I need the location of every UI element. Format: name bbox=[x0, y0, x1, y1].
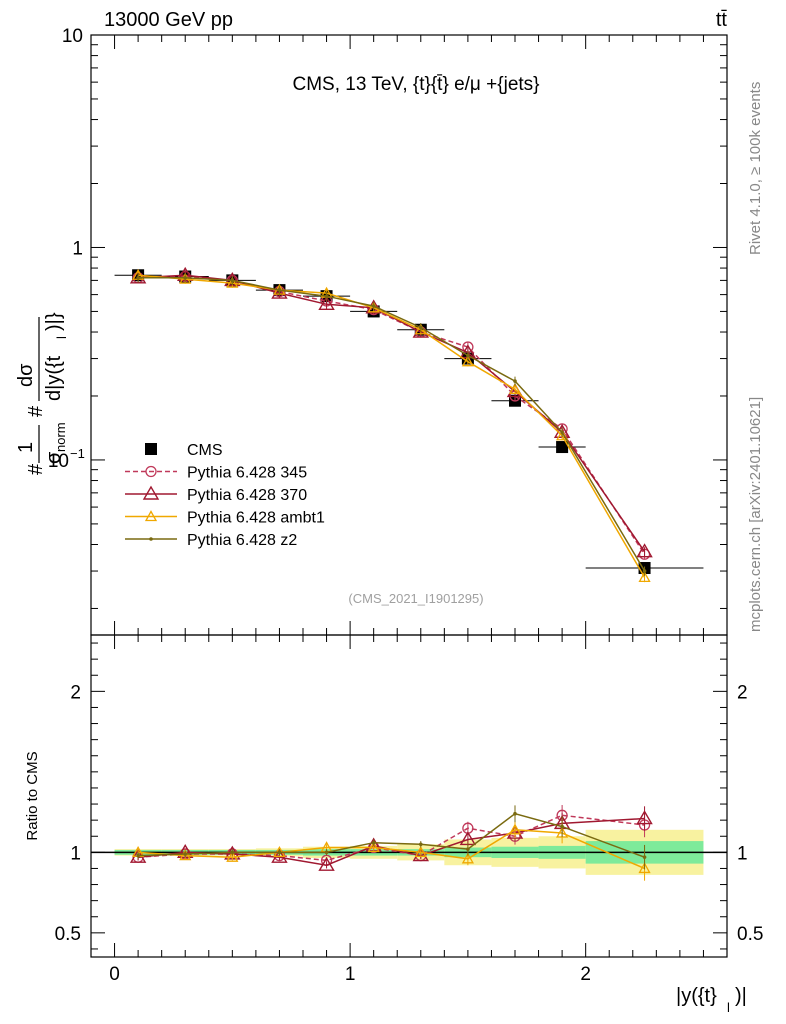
x-tick-label: 2 bbox=[580, 964, 591, 985]
ratio-y-tick-label: 1 bbox=[70, 843, 81, 864]
ratio-point bbox=[418, 842, 423, 847]
ratio-y-tick-label-right: 2 bbox=[737, 682, 748, 703]
legend-label: Pythia 6.428 370 bbox=[187, 487, 307, 504]
chart-title: CMS, 13 TeV, {t}{t̄} e/μ +{jets} bbox=[292, 74, 539, 95]
ratio-point bbox=[183, 852, 188, 856]
y-label-sub-l: l bbox=[54, 336, 69, 339]
ratio-point bbox=[636, 810, 653, 825]
ratio-point bbox=[638, 862, 651, 874]
ratio-point bbox=[367, 841, 380, 853]
series-pythia-6-428-z2 bbox=[136, 273, 647, 576]
x-tick-label: 1 bbox=[345, 964, 356, 985]
x-label-main: |y({t} bbox=[676, 985, 717, 1007]
ratio-point bbox=[179, 849, 192, 861]
data-point bbox=[513, 379, 517, 383]
ratio-y-tick-label: 2 bbox=[70, 682, 81, 703]
data-point bbox=[277, 288, 282, 292]
data-point bbox=[556, 441, 569, 454]
data-point bbox=[418, 325, 423, 330]
rivet-version-label: Rivet 4.1.0, ≥ 100k events bbox=[747, 82, 764, 255]
ratio-y-tick-label-right: 0.5 bbox=[737, 924, 763, 945]
ratio-point bbox=[466, 847, 470, 851]
ratio-point bbox=[508, 823, 522, 835]
legend-marker bbox=[142, 485, 160, 500]
x-label-sub: l bbox=[727, 1000, 730, 1015]
legend-label: Pythia 6.428 345 bbox=[187, 465, 307, 482]
y-label-norm: norm bbox=[53, 422, 68, 452]
ratio-point bbox=[230, 850, 235, 855]
main-panel: CMS, 13 TeV, {t}{t̄} e/μ +{jets} (CMS_20… bbox=[48, 26, 728, 636]
ratio-point bbox=[642, 855, 647, 859]
data-point bbox=[636, 543, 653, 558]
y-tick-exponent: −1 bbox=[70, 446, 85, 461]
ratio-point bbox=[560, 824, 564, 829]
series-line bbox=[138, 277, 646, 572]
legend-label: Pythia 6.428 ambt1 bbox=[187, 510, 325, 527]
ratio-panel: 0.5 0.5 1 1 2 2 0 1 2 bbox=[55, 634, 763, 985]
y-label-hash: # bbox=[25, 463, 47, 475]
y-label-hash-2: # bbox=[25, 405, 47, 417]
legend-label: CMS bbox=[187, 442, 223, 459]
legend-marker bbox=[145, 465, 157, 478]
data-point bbox=[642, 569, 647, 573]
legend-entry: Pythia 6.428 ambt1 bbox=[125, 510, 325, 527]
ratio-point bbox=[277, 850, 282, 855]
ratio-point bbox=[226, 850, 239, 862]
ratio-point bbox=[371, 840, 376, 845]
y-tick-label: 10 bbox=[62, 26, 83, 47]
data-point bbox=[466, 353, 470, 358]
data-point bbox=[508, 382, 522, 394]
ratio-point bbox=[556, 826, 569, 838]
legend-entry: Pythia 6.428 z2 bbox=[125, 532, 297, 549]
ratio-point bbox=[513, 811, 517, 816]
x-tick-label: 0 bbox=[109, 964, 120, 985]
ratio-y-tick-label-right: 1 bbox=[737, 843, 748, 864]
data-point bbox=[371, 304, 376, 308]
x-label-close: )| bbox=[735, 985, 747, 1007]
legend-entry: Pythia 6.428 370 bbox=[125, 485, 307, 504]
data-point bbox=[226, 276, 239, 288]
ratio-frame bbox=[90, 634, 728, 958]
y-label-close: )|} bbox=[43, 312, 65, 331]
y-label-one: 1 bbox=[15, 442, 37, 453]
data-point bbox=[230, 278, 235, 283]
legend-label: Pythia 6.428 z2 bbox=[187, 532, 297, 549]
data-point bbox=[560, 430, 564, 435]
data-point bbox=[318, 295, 335, 311]
y-label-dsigma: dσ bbox=[15, 363, 37, 387]
ratio-y-axis-label: Ratio to CMS bbox=[24, 751, 41, 840]
series-cms bbox=[114, 269, 704, 575]
y-label-sigma: σ bbox=[43, 451, 65, 464]
legend-marker bbox=[144, 510, 158, 522]
y-label-denominator: d|y({t bbox=[43, 355, 65, 401]
ratio-point bbox=[136, 853, 140, 858]
data-point bbox=[136, 275, 140, 280]
legend-marker bbox=[149, 537, 153, 541]
ratio-point bbox=[318, 856, 335, 871]
data-point bbox=[324, 294, 329, 298]
series-line bbox=[138, 275, 646, 555]
ratio-point bbox=[461, 852, 474, 864]
legend-entry: CMS bbox=[145, 442, 223, 459]
legend-entry: Pythia 6.428 345 bbox=[125, 465, 307, 482]
y-tick-label: 1 bbox=[72, 238, 83, 259]
ratio-point bbox=[414, 846, 427, 857]
process-label: tt̄ bbox=[716, 9, 728, 31]
beam-energy-label: 13000 GeV pp bbox=[104, 9, 233, 31]
ratio-y-tick-label: 0.5 bbox=[55, 924, 81, 945]
legend-marker bbox=[145, 443, 157, 455]
data-point bbox=[461, 355, 474, 367]
mcplots-reference-label: mcplots.cern.ch [arXiv:2401.10621] bbox=[747, 397, 764, 632]
ratio-point bbox=[324, 850, 329, 855]
data-point bbox=[638, 571, 651, 583]
data-point bbox=[183, 275, 188, 280]
ratio-series-pythia-6-428-z2 bbox=[136, 805, 647, 870]
x-axis-label: |y({t} l )| bbox=[676, 985, 747, 1015]
y-tick-label: 10 bbox=[48, 451, 69, 472]
analysis-watermark: (CMS_2021_I1901295) bbox=[348, 591, 483, 606]
y-axis-label: # 1 σ norm # dσ d|y({t l )|} bbox=[15, 312, 69, 475]
